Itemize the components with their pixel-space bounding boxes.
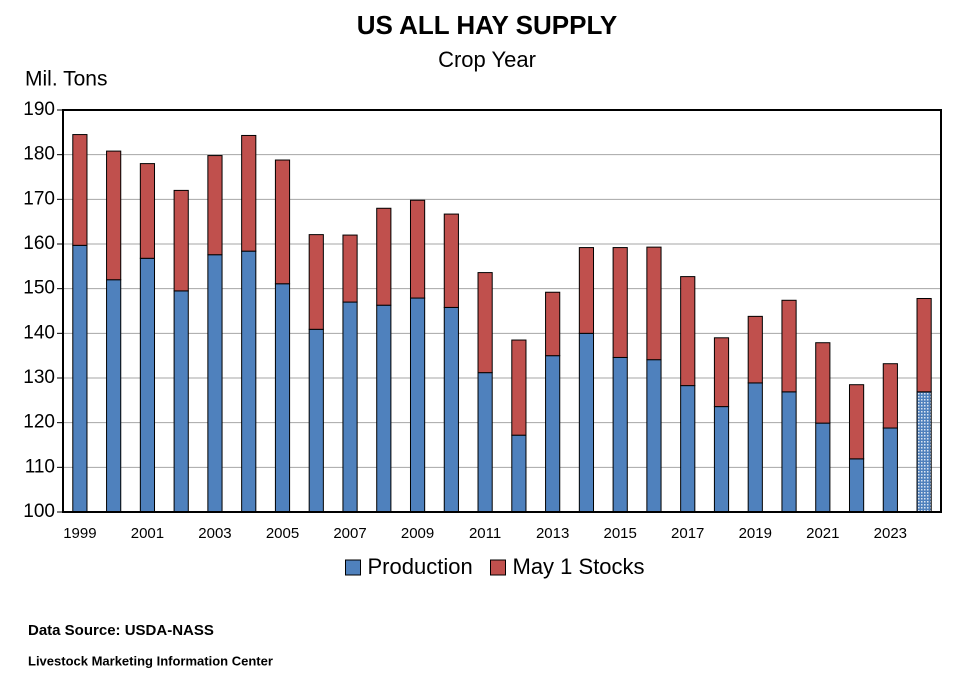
bar-segment [612, 247, 628, 358]
bar-segment [342, 234, 358, 303]
bar-segment [511, 339, 527, 436]
bar-segment [781, 391, 797, 513]
bar-segment [747, 315, 763, 384]
bar-segment [646, 359, 662, 513]
bar-segment [916, 391, 932, 513]
bar-segment [207, 155, 223, 256]
data-source: Data Source: USDA-NASS [28, 622, 214, 639]
bar-segment [882, 427, 898, 513]
chart-title: US ALL HAY SUPPLY [357, 10, 618, 40]
bar-segment [409, 297, 426, 513]
y-tick-label: 170 [23, 188, 55, 209]
y-axis-label: Mil. Tons [25, 68, 107, 91]
bar-segment [815, 422, 831, 513]
chart-subtitle: Crop Year [438, 47, 536, 72]
bar-segment [106, 150, 122, 281]
bar-segment [848, 458, 865, 513]
x-tick-label: 1999 [63, 525, 96, 542]
bar-segment [376, 207, 392, 306]
bar-segment [713, 337, 730, 408]
bar-segment [781, 299, 797, 393]
x-tick-label: 2023 [874, 525, 907, 542]
bar-segment [207, 254, 223, 513]
bar-segment [308, 328, 324, 513]
bar-segment [713, 406, 730, 513]
x-tick-label: 2021 [806, 525, 839, 542]
bar-segment [139, 257, 156, 513]
y-tick-label: 150 [23, 278, 55, 299]
bar-segment [545, 291, 561, 357]
bar-segment [342, 301, 358, 513]
bar-segment [443, 213, 459, 308]
x-tick-label: 2001 [131, 525, 164, 542]
bar-segment [916, 297, 932, 393]
bar-segment [72, 134, 88, 246]
y-tick-label: 140 [23, 322, 55, 343]
legend-label: Production [368, 554, 473, 579]
bar-segment [308, 234, 324, 330]
bar-segment [882, 363, 898, 429]
x-tick-label: 2015 [604, 525, 637, 542]
y-tick-label: 110 [25, 456, 55, 477]
legend-swatch [345, 559, 361, 576]
y-tick-label: 190 [23, 99, 55, 120]
credit: Livestock Marketing Information Center [28, 653, 273, 668]
y-tick-label: 120 [23, 412, 55, 433]
x-tick-label: 2017 [671, 525, 704, 542]
bar-segment [545, 355, 561, 513]
x-tick-label: 2013 [536, 525, 569, 542]
bar-segment [241, 250, 257, 513]
x-tick-label: 2019 [739, 525, 772, 542]
bar-segment [578, 332, 595, 513]
bar-segment [241, 134, 257, 252]
y-tick-label: 100 [23, 501, 55, 522]
plot-frame [62, 109, 942, 513]
bar-segment [680, 276, 696, 387]
bar-segment [578, 247, 595, 334]
bar-segment [511, 434, 527, 513]
bar-segment [409, 199, 426, 299]
bar-segment [376, 304, 392, 513]
bar-segment [173, 290, 189, 513]
bar-segment [646, 246, 662, 361]
bar-segment [274, 283, 291, 513]
legend-label: May 1 Stocks [513, 554, 645, 579]
y-tick-label: 130 [23, 367, 55, 388]
bar-segment [815, 342, 831, 424]
bar-segment [477, 272, 493, 374]
bar-segment [106, 279, 122, 513]
x-tick-label: 2011 [469, 525, 501, 542]
legend-swatch [490, 559, 506, 576]
x-tick-label: 2009 [401, 525, 434, 542]
y-tick-label: 180 [23, 144, 55, 165]
bar-segment [72, 244, 88, 513]
bar-segment [139, 163, 156, 259]
bar-segment [443, 306, 459, 513]
bar-segment [747, 382, 763, 513]
x-tick-label: 2007 [333, 525, 366, 542]
bar-segment [274, 159, 291, 285]
bar-segment [680, 385, 696, 513]
x-tick-label: 2003 [198, 525, 231, 542]
bar-segment [173, 189, 189, 292]
bar-segment [612, 356, 628, 513]
bar-segment [477, 372, 493, 513]
x-tick-label: 2005 [266, 525, 299, 542]
bar-segment [848, 384, 865, 460]
y-tick-label: 160 [23, 233, 55, 254]
